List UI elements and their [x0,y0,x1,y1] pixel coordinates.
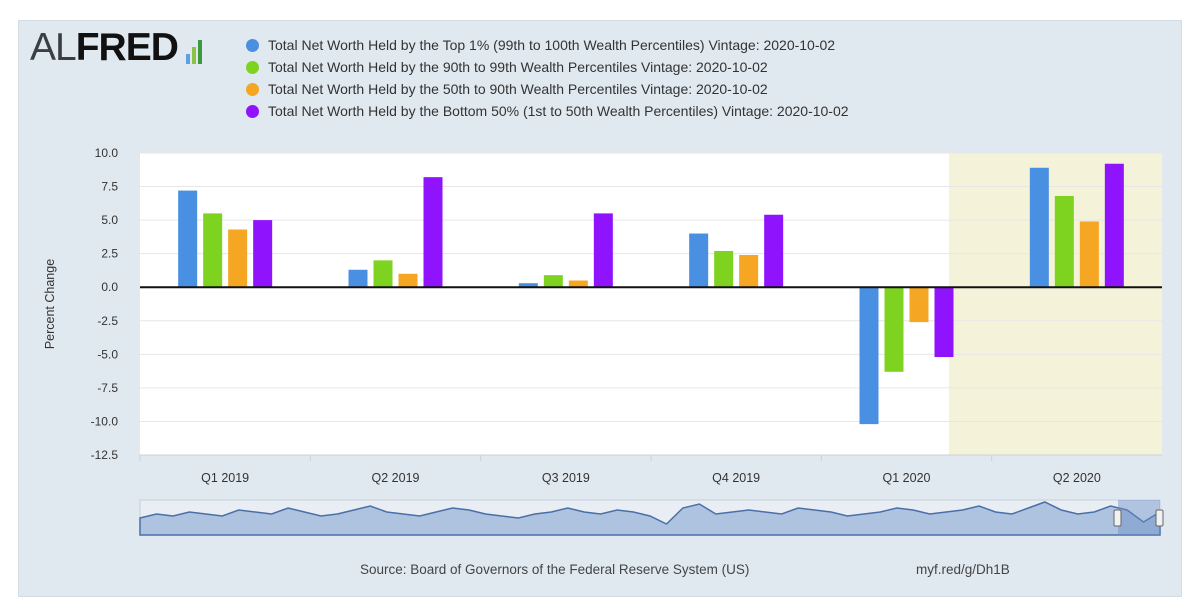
alfred-logo[interactable]: AL FRED [30,28,204,67]
bar [203,213,223,288]
bar [909,287,929,323]
y-tick-label: 7.5 [101,180,118,194]
x-tick-label: Q1 2019 [201,471,249,485]
logo-prefix: AL [30,26,77,69]
y-tick-label: -5.0 [97,347,118,361]
x-tick-label: Q3 2019 [542,471,590,485]
y-axis-label: Percent Change [43,259,57,349]
bar [228,229,248,288]
x-tick-label: Q2 2020 [1053,471,1101,485]
y-tick-label: 10.0 [95,146,119,160]
bar [423,177,443,288]
bar [398,273,418,288]
bar [934,287,954,358]
navigator-series [139,501,1161,536]
bar [714,250,734,288]
bar [518,283,538,288]
chart-legend: Total Net Worth Held by the Top 1% (99th… [246,34,849,122]
legend-marker [246,82,259,96]
y-tick-label: -2.5 [97,314,118,328]
navigator-left-handle[interactable] [1113,509,1122,527]
bar [764,214,784,288]
y-tick-label: -12.5 [91,448,119,462]
legend-label: Total Net Worth Held by the 50th to 90th… [268,81,768,97]
bar [568,280,588,288]
legend-label: Total Net Worth Held by the Top 1% (99th… [268,37,836,53]
bar [884,287,904,372]
y-tick-label: 0.0 [101,280,118,294]
y-tick-label: 2.5 [101,247,118,261]
bar [543,275,563,288]
legend-item[interactable]: Total Net Worth Held by the 50th to 90th… [246,78,849,100]
bar [348,269,368,288]
source-note: Source: Board of Governors of the Federa… [360,562,750,577]
legend-marker [246,104,259,118]
legend-label: Total Net Worth Held by the 90th to 99th… [268,59,768,75]
legend-item[interactable]: Total Net Worth Held by the Bottom 50% (… [246,100,849,122]
bar [1104,163,1124,288]
bar [1029,167,1049,288]
x-tick-label: Q1 2020 [883,471,931,485]
logo-name: FRED [75,26,179,69]
bar [373,260,393,288]
x-tick-label: Q4 2019 [712,471,760,485]
navigator-selected-range [1118,500,1160,535]
legend-item[interactable]: Total Net Worth Held by the Top 1% (99th… [246,34,849,56]
y-tick-label: -7.5 [97,381,118,395]
y-tick-label: -10.0 [91,414,119,428]
legend-item[interactable]: Total Net Worth Held by the 90th to 99th… [246,56,849,78]
bar [1079,221,1099,288]
legend-marker [246,38,259,52]
bar [739,255,759,288]
bar [1054,195,1074,288]
bar [253,220,273,288]
bar [593,213,613,288]
bar [689,233,709,288]
bar-chart-icon [185,40,204,64]
short-link[interactable]: myf.red/g/Dh1B [916,562,1010,577]
bar [178,190,198,288]
legend-marker [246,60,259,74]
y-tick-label: 5.0 [101,213,118,227]
navigator-right-handle[interactable] [1155,509,1164,527]
bar [859,287,879,425]
x-tick-label: Q2 2019 [372,471,420,485]
legend-label: Total Net Worth Held by the Bottom 50% (… [268,103,849,119]
